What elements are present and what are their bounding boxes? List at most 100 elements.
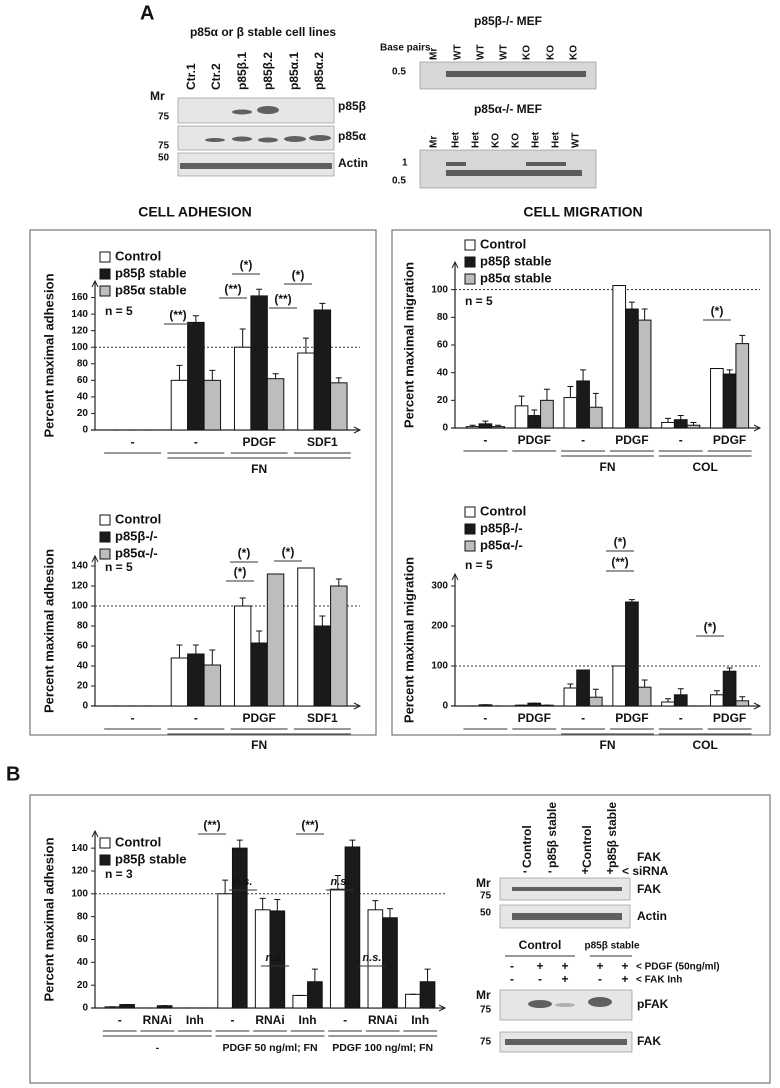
error-bar — [222, 879, 229, 894]
marker: 50 — [480, 908, 492, 919]
blot — [177, 97, 335, 124]
y-tick-label: 20 — [77, 681, 89, 692]
y-tick-label: 0 — [442, 701, 448, 712]
legend-swatch — [99, 285, 111, 297]
lane-label: p85β stable — [605, 802, 619, 868]
y-tick-label: 140 — [71, 561, 88, 572]
y-tick-label: 80 — [77, 911, 89, 922]
sign: + — [561, 959, 568, 973]
bar — [527, 415, 542, 429]
legend-label: Control — [480, 236, 526, 251]
bar — [625, 308, 639, 429]
sign: + — [561, 972, 568, 986]
sign: + — [621, 959, 628, 973]
error-bar — [176, 644, 183, 658]
axis-arrow — [353, 426, 362, 434]
bar — [514, 405, 529, 429]
row-label: Actin — [637, 909, 667, 923]
bar — [313, 309, 332, 431]
x-tick-label: PDGF — [242, 435, 275, 449]
error-bar — [236, 839, 243, 849]
panel-frame — [29, 229, 377, 736]
x-tick-label: - — [679, 433, 683, 447]
annotation: (**) — [203, 818, 220, 832]
row-label: FAK — [637, 882, 661, 896]
panel-frame — [391, 229, 771, 736]
band — [205, 138, 225, 142]
marker: 75 — [480, 891, 492, 902]
bar — [313, 625, 332, 707]
error-bar — [628, 301, 635, 310]
bar — [203, 664, 222, 707]
group-label: PDGF 50 ng/ml; FN — [222, 1042, 317, 1054]
row-label: FAK — [637, 1034, 661, 1048]
bar — [217, 893, 233, 1009]
y-tick-label: 0 — [82, 1003, 88, 1014]
legend-swatch — [464, 540, 476, 552]
annotation: n.s. — [234, 876, 253, 888]
legend-swatch — [99, 268, 111, 280]
annotation: n.s. — [363, 952, 382, 964]
y-tick-label: 0 — [82, 701, 88, 712]
band — [512, 913, 622, 920]
y-tick-label: 100 — [71, 888, 88, 899]
lane-label: p85α.2 — [312, 52, 326, 90]
x-tick-label: Inh — [299, 1013, 317, 1027]
bar — [540, 399, 554, 429]
legend-swatch — [464, 256, 476, 268]
band — [526, 162, 566, 166]
bar — [612, 665, 627, 707]
y-tick-label: 20 — [77, 408, 89, 419]
lane-label: KO — [491, 133, 502, 148]
axis-arrow — [451, 572, 459, 581]
y-tick-label: 140 — [71, 309, 88, 320]
row-note: < siRNA — [622, 864, 669, 878]
bar — [250, 642, 268, 707]
error-bar — [424, 968, 431, 982]
error-bar — [495, 424, 502, 427]
x-tick-label: - — [131, 435, 135, 449]
bar — [297, 352, 315, 431]
error-bar — [677, 415, 684, 420]
annotation: (**) — [611, 555, 628, 569]
y-tick-label: 100 — [71, 342, 88, 353]
row-note: < PDGF (50ng/ml) — [636, 962, 720, 973]
error-bar — [259, 897, 266, 910]
n-label: n = 5 — [105, 560, 133, 574]
y-tick-label: 20 — [437, 395, 449, 406]
bar — [382, 917, 398, 1009]
sign: + — [621, 972, 628, 986]
y-axis-label: Percent maximal migration — [401, 557, 416, 723]
x-tick-label: - — [230, 1013, 234, 1027]
bar — [588, 696, 603, 707]
legend-swatch — [464, 273, 476, 285]
blot-title: p85α or β stable cell lines — [190, 25, 336, 39]
group-label: Control — [519, 938, 562, 952]
lane-label: KO — [569, 45, 580, 60]
error-bar — [192, 644, 199, 654]
bar — [576, 380, 590, 429]
x-tick-label: - — [581, 433, 585, 447]
legend-label: Control — [115, 511, 161, 526]
error-bar — [531, 409, 538, 416]
error-bar — [209, 649, 216, 665]
error-bar — [690, 421, 697, 426]
blot-title: p85α-/- MEF — [474, 102, 542, 116]
x-tick-label: PDGF — [518, 433, 551, 447]
x-tick-label: - — [118, 1013, 122, 1027]
legend-label: p85α stable — [480, 270, 552, 285]
band — [284, 136, 306, 142]
x-tick-label: PDGF — [242, 711, 275, 725]
legend-swatch — [99, 854, 111, 866]
lane-labels: Ctr.1 Ctr.2 p85β.1 p85β.2 p85α.1 p85α.2 — [184, 52, 326, 90]
bar — [710, 694, 724, 707]
lane-label: Mr — [429, 48, 440, 60]
y-axis-label: Percent maximal adhesion — [41, 273, 56, 437]
error-bar — [209, 369, 216, 381]
bar — [170, 657, 189, 707]
band — [446, 71, 586, 77]
band — [309, 135, 331, 141]
y-tick-label: 40 — [77, 392, 89, 403]
bar — [686, 424, 701, 429]
lane-label: p85β.2 — [261, 52, 275, 90]
